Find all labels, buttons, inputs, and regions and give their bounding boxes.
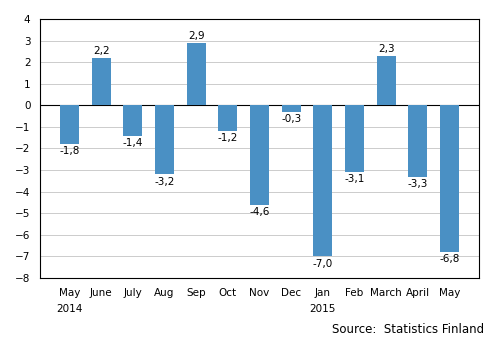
Bar [124,105,142,136]
Text: -4,6: -4,6 [249,207,270,217]
Bar [60,105,79,144]
Bar [250,105,269,205]
Text: Source:  Statistics Finland: Source: Statistics Finland [332,323,484,336]
Bar [377,56,396,105]
Bar [92,58,111,105]
Text: 2,3: 2,3 [378,43,395,54]
Text: -1,4: -1,4 [123,138,143,148]
Text: -3,3: -3,3 [408,179,428,189]
Bar [440,105,459,252]
Bar [187,43,206,105]
Text: 2014: 2014 [56,304,82,314]
Text: -3,1: -3,1 [344,174,365,184]
Text: 2,2: 2,2 [93,46,110,56]
Text: 2015: 2015 [310,304,336,314]
Bar [345,105,364,172]
Bar [155,105,174,174]
Text: -3,2: -3,2 [154,177,175,186]
Bar [409,105,427,177]
Bar [218,105,238,131]
Text: -1,2: -1,2 [218,133,238,143]
Text: -7,0: -7,0 [313,259,333,268]
Text: 2,9: 2,9 [188,31,205,41]
Bar [282,105,301,112]
Text: -0,3: -0,3 [281,114,301,124]
Text: -1,8: -1,8 [59,146,80,156]
Text: -6,8: -6,8 [439,254,460,264]
Bar [313,105,332,256]
